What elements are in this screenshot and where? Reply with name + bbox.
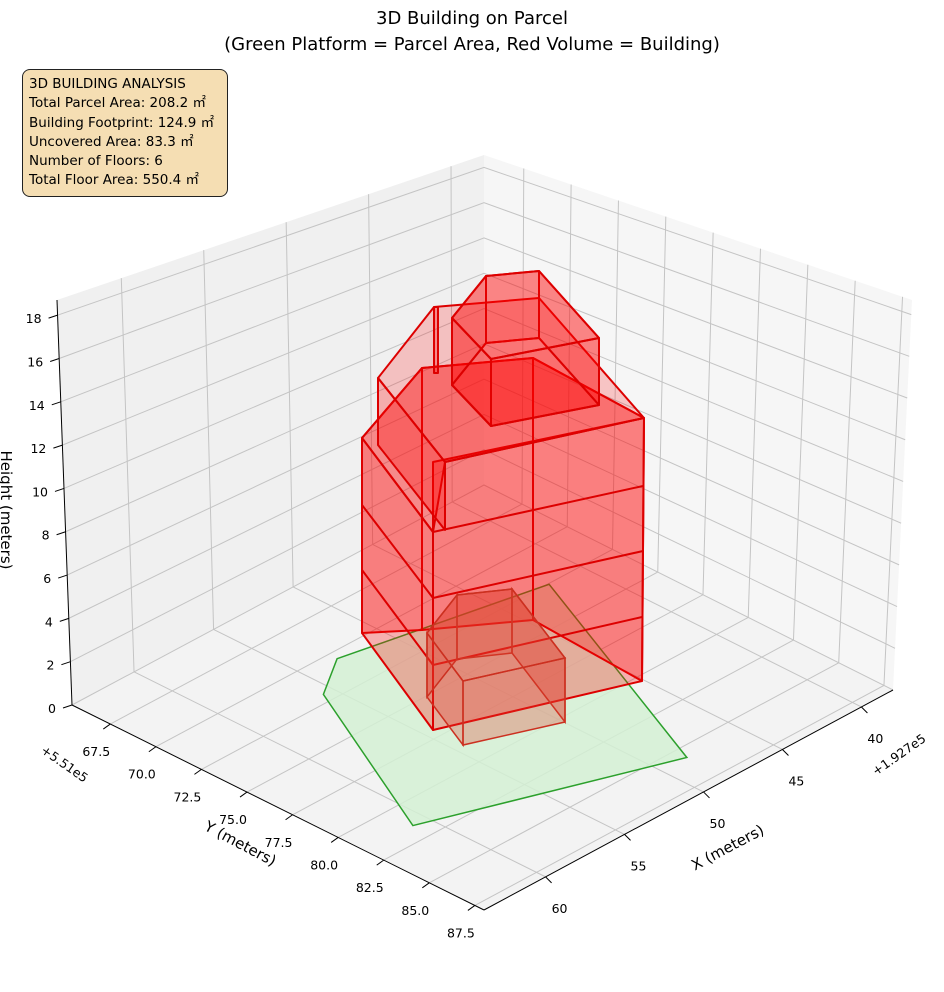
z-gridline <box>70 449 896 663</box>
x-tick-mark <box>703 791 710 799</box>
top-box-roof <box>451 270 600 360</box>
x-tick-mark <box>545 876 552 884</box>
y-tick-label: 87.5 <box>447 925 475 940</box>
chart-title: 3D Building on Parcel <box>376 8 568 29</box>
z-gridline <box>68 413 898 619</box>
z-tick-mark <box>54 487 65 492</box>
z-tick-mark <box>58 574 68 579</box>
chart-subtitle: (Green Platform = Parcel Area, Red Volum… <box>224 34 720 55</box>
y-axis-line <box>71 704 485 911</box>
info-footprint: Building Footprint: 124.9 ㎡ <box>29 114 215 131</box>
parcel-platform <box>322 583 689 827</box>
x-axis-label: X (meters) <box>688 821 767 874</box>
y-tick-mark <box>467 905 476 911</box>
small-box-top <box>426 588 567 682</box>
z-tick-label: 14 <box>29 398 45 413</box>
y-tick-mark <box>148 746 157 753</box>
z-tick-mark <box>61 661 71 666</box>
z-tick-mark <box>50 358 60 362</box>
left-pane <box>57 155 484 705</box>
y-tick-mark <box>285 814 293 821</box>
z-gridline <box>71 484 894 706</box>
z-gridline <box>66 378 900 576</box>
floor-line <box>361 569 643 667</box>
x-tick-mark <box>861 706 868 714</box>
x-tick-label: 45 <box>788 773 804 788</box>
z-tick-mark <box>48 314 58 319</box>
z-gridline <box>65 343 902 533</box>
z-tick-mark <box>59 617 69 622</box>
z-gridline <box>63 307 904 489</box>
y-tick-label: 70.0 <box>128 767 156 782</box>
info-parcel-area: Total Parcel Area: 208.2 ㎡ <box>29 95 206 112</box>
x-tick-label: 40 <box>867 731 883 746</box>
z-tick-mark <box>51 401 61 406</box>
x-tick-label: 50 <box>710 816 726 831</box>
x-tick-label: 55 <box>631 858 647 873</box>
y-tick-mark <box>102 723 111 730</box>
y-tick-mark <box>194 768 202 775</box>
x-tick-mark <box>782 749 789 756</box>
z-tick-label: 10 <box>32 484 48 499</box>
top-box-bottom <box>451 337 600 427</box>
building-stub <box>433 306 439 374</box>
y-tick-label: 85.0 <box>401 903 429 918</box>
floor-line <box>361 504 644 600</box>
x-axis-line <box>483 689 894 911</box>
info-uncovered: Uncovered Area: 83.3 ㎡ <box>29 133 194 150</box>
z-gridline <box>57 166 912 316</box>
z-tick-label: 16 <box>27 354 43 369</box>
floor-line <box>432 485 644 533</box>
y-tick-label: 82.5 <box>356 880 384 895</box>
x-tick-label: 60 <box>552 901 568 916</box>
y-tick-mark <box>330 837 339 843</box>
y-tick-label: 72.5 <box>174 789 202 804</box>
y-tick-label: 77.5 <box>265 835 293 850</box>
z-tick-label: 2 <box>46 658 54 673</box>
y-tick-mark <box>376 859 385 866</box>
building-mid-slab-side <box>377 377 446 531</box>
info-floor-area: Total Floor Area: 550.4 ㎡ <box>29 172 200 189</box>
z-axis-line <box>56 299 73 706</box>
z-tick-mark <box>53 444 63 449</box>
info-heading: 3D BUILDING ANALYSIS <box>29 76 186 92</box>
y-tick-label: 80.0 <box>310 857 338 872</box>
z-gridline <box>62 272 906 446</box>
y-tick-label: 67.5 <box>82 744 110 759</box>
z-tick-label: 12 <box>30 441 46 456</box>
x-tick-mark <box>624 834 631 841</box>
building-analysis-box: 3D BUILDING ANALYSIS Total Parcel Area: … <box>22 69 228 197</box>
z-tick-label: 0 <box>48 701 56 716</box>
z-gridline <box>58 202 910 359</box>
info-floors: Number of Floors: 6 <box>29 153 163 170</box>
y-tick-label: 75.0 <box>219 812 247 827</box>
z-tick-mark <box>56 531 66 536</box>
z-tick-label: 8 <box>42 528 50 543</box>
y-tick-mark <box>422 882 430 889</box>
z-tick-label: 4 <box>45 614 53 629</box>
z-tick-label: 6 <box>43 571 51 586</box>
z-gridline <box>60 237 908 403</box>
z-tick-label: 18 <box>26 311 42 326</box>
right-pane <box>484 155 912 690</box>
z-axis-label: Height (meters) <box>0 451 15 570</box>
y-tick-mark <box>239 791 248 798</box>
z-tick-mark <box>62 704 73 709</box>
